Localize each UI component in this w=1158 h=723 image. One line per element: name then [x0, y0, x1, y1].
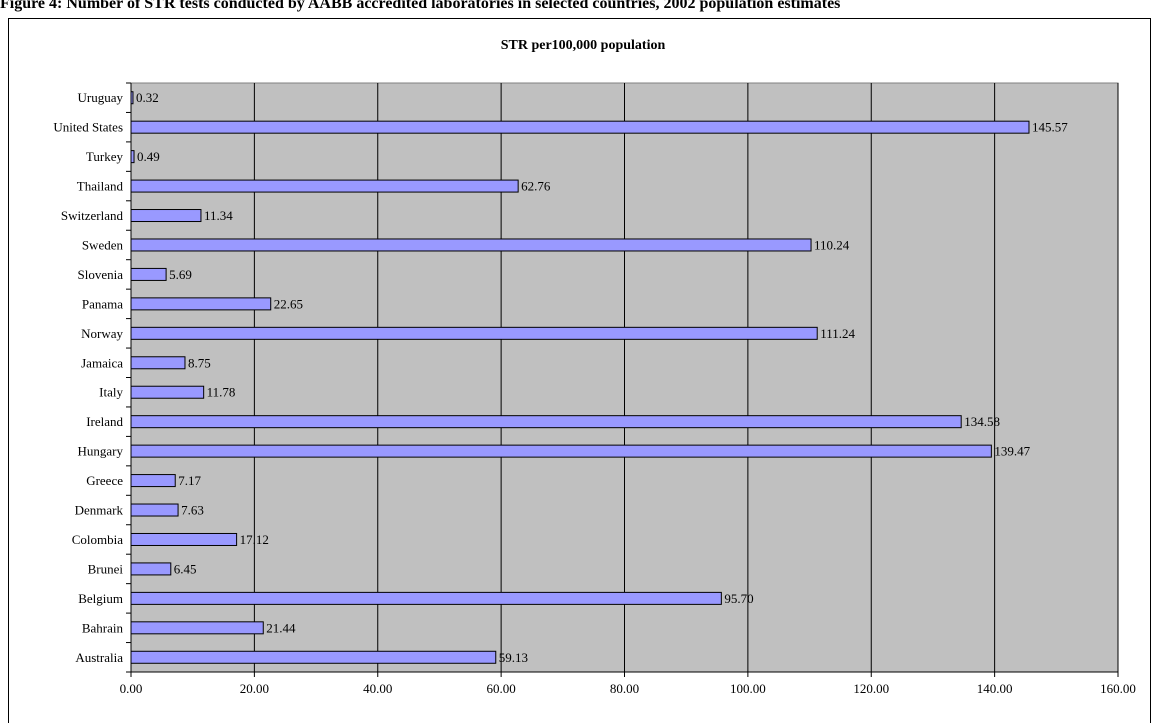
- x-tick-label: 160.00: [1100, 681, 1136, 696]
- value-label: 6.45: [174, 561, 197, 576]
- bar-australia: [130, 650, 497, 664]
- bar-denmark: [130, 503, 179, 517]
- category-label: Bahrain: [82, 620, 124, 635]
- bar-colombia: [130, 532, 238, 546]
- category-label: Ireland: [86, 414, 123, 429]
- bar-ireland: [130, 415, 962, 429]
- x-tick-label: 20.00: [240, 681, 269, 696]
- x-tick-label: 60.00: [487, 681, 516, 696]
- value-label: 21.44: [266, 620, 296, 635]
- chart-title: STR per100,000 population: [501, 38, 666, 53]
- figure-caption: Figure 4: Number of STR tests conducted …: [0, 0, 841, 12]
- category-label: Greece: [86, 473, 123, 488]
- category-label: Thailand: [77, 179, 124, 194]
- x-tick-label: 40.00: [363, 681, 392, 696]
- bar-italy: [130, 385, 205, 399]
- category-label: Brunei: [88, 561, 124, 576]
- value-label: 0.49: [137, 149, 160, 164]
- category-label: Uruguay: [78, 90, 124, 105]
- value-label: 22.65: [274, 296, 303, 311]
- x-tick-label: 100.00: [730, 681, 766, 696]
- value-label: 134.58: [964, 414, 1000, 429]
- value-label: 95.70: [724, 591, 753, 606]
- axes: [126, 82, 1119, 677]
- value-label: 17.12: [240, 532, 269, 547]
- category-label: Switzerland: [61, 208, 124, 223]
- x-tick-labels: 0.00 20.00 40.00 60.00 80.00 100.00 120.00 140.…: [120, 681, 1136, 696]
- bar-jamaica: [130, 356, 186, 370]
- category-label: Colombia: [72, 532, 124, 547]
- value-label: 59.13: [499, 650, 528, 665]
- category-label: Norway: [81, 326, 123, 341]
- category-label: Hungary: [78, 444, 124, 459]
- bar-norway: [130, 326, 818, 340]
- category-label: Turkey: [86, 149, 124, 164]
- category-label: Panama: [82, 296, 123, 311]
- value-label: 111.24: [820, 326, 855, 341]
- value-label: 110.24: [814, 237, 850, 252]
- value-label: 11.78: [207, 385, 236, 400]
- value-label: 145.57: [1032, 120, 1068, 135]
- value-label: 5.69: [169, 267, 192, 282]
- value-label: 7.63: [181, 503, 204, 518]
- category-label: Jamaica: [81, 355, 123, 370]
- category-label: Belgium: [78, 591, 123, 606]
- x-tick-label: 120.00: [853, 681, 889, 696]
- category-labels: Uruguay United States Turkey Thailand Switze…: [53, 90, 123, 665]
- category-label: Sweden: [82, 237, 124, 252]
- bar-united-states: [130, 120, 1030, 134]
- bar-bahrain: [130, 621, 264, 635]
- bars: [130, 91, 1030, 664]
- bar-sweden: [130, 238, 812, 252]
- category-label: Italy: [99, 385, 123, 400]
- value-label: 8.75: [188, 355, 211, 370]
- bar-panama: [130, 297, 272, 311]
- category-label: Denmark: [75, 503, 124, 518]
- value-label: 7.17: [178, 473, 201, 488]
- bar-belgium: [130, 591, 722, 605]
- value-label: 139.47: [994, 444, 1030, 459]
- x-tick-label: 0.00: [120, 681, 143, 696]
- category-label: United States: [53, 120, 123, 135]
- value-label: 11.34: [204, 208, 233, 223]
- value-label: 62.76: [521, 179, 551, 194]
- bar-slovenia: [130, 267, 167, 281]
- bar-switzerland: [130, 209, 202, 223]
- bar-greece: [130, 474, 176, 488]
- bar-brunei: [130, 562, 172, 576]
- category-label: Slovenia: [78, 267, 124, 282]
- value-labels: 0.32 145.57 0.49 62.76 11.34 110.24 5.69 22.65 1…: [136, 90, 1068, 665]
- category-label: Australia: [75, 650, 123, 665]
- x-tick-label: 80.00: [610, 681, 639, 696]
- bar-hungary: [130, 444, 992, 458]
- value-label: 0.32: [136, 90, 159, 105]
- x-tick-label: 140.00: [977, 681, 1013, 696]
- bar-thailand: [130, 179, 519, 193]
